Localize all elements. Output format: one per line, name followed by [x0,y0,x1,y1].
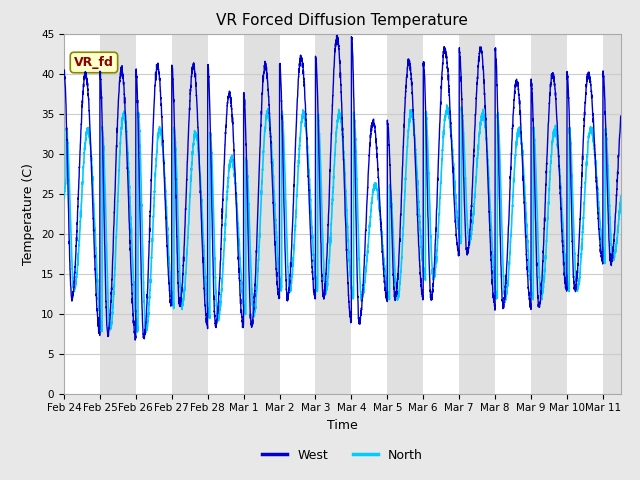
Y-axis label: Temperature (C): Temperature (C) [22,163,35,264]
X-axis label: Time: Time [327,419,358,432]
North [568,185,576,191]
West [102,305,110,311]
West [460,156,467,162]
North [443,102,451,108]
Bar [172,34,208,394]
West [333,33,341,38]
North [102,231,110,237]
West [60,67,68,73]
West [568,238,576,244]
Bar [244,34,280,394]
Bar [316,34,351,394]
Line: North: North [64,105,621,333]
North [460,124,467,130]
West [518,134,525,140]
Text: VR_fd: VR_fd [74,56,114,69]
Legend: West, North: West, North [257,444,428,467]
North [617,193,625,199]
West [228,106,236,111]
North [207,146,215,152]
Bar [603,34,621,394]
Line: West: West [64,36,621,340]
North [60,195,68,201]
Title: VR Forced Diffusion Temperature: VR Forced Diffusion Temperature [216,13,468,28]
North [228,153,236,159]
West [207,184,215,190]
West [617,118,625,124]
North [518,140,525,146]
Bar [459,34,495,394]
North [142,330,150,336]
Bar [387,34,423,394]
West [131,337,139,343]
Bar [531,34,567,394]
Bar [100,34,136,394]
